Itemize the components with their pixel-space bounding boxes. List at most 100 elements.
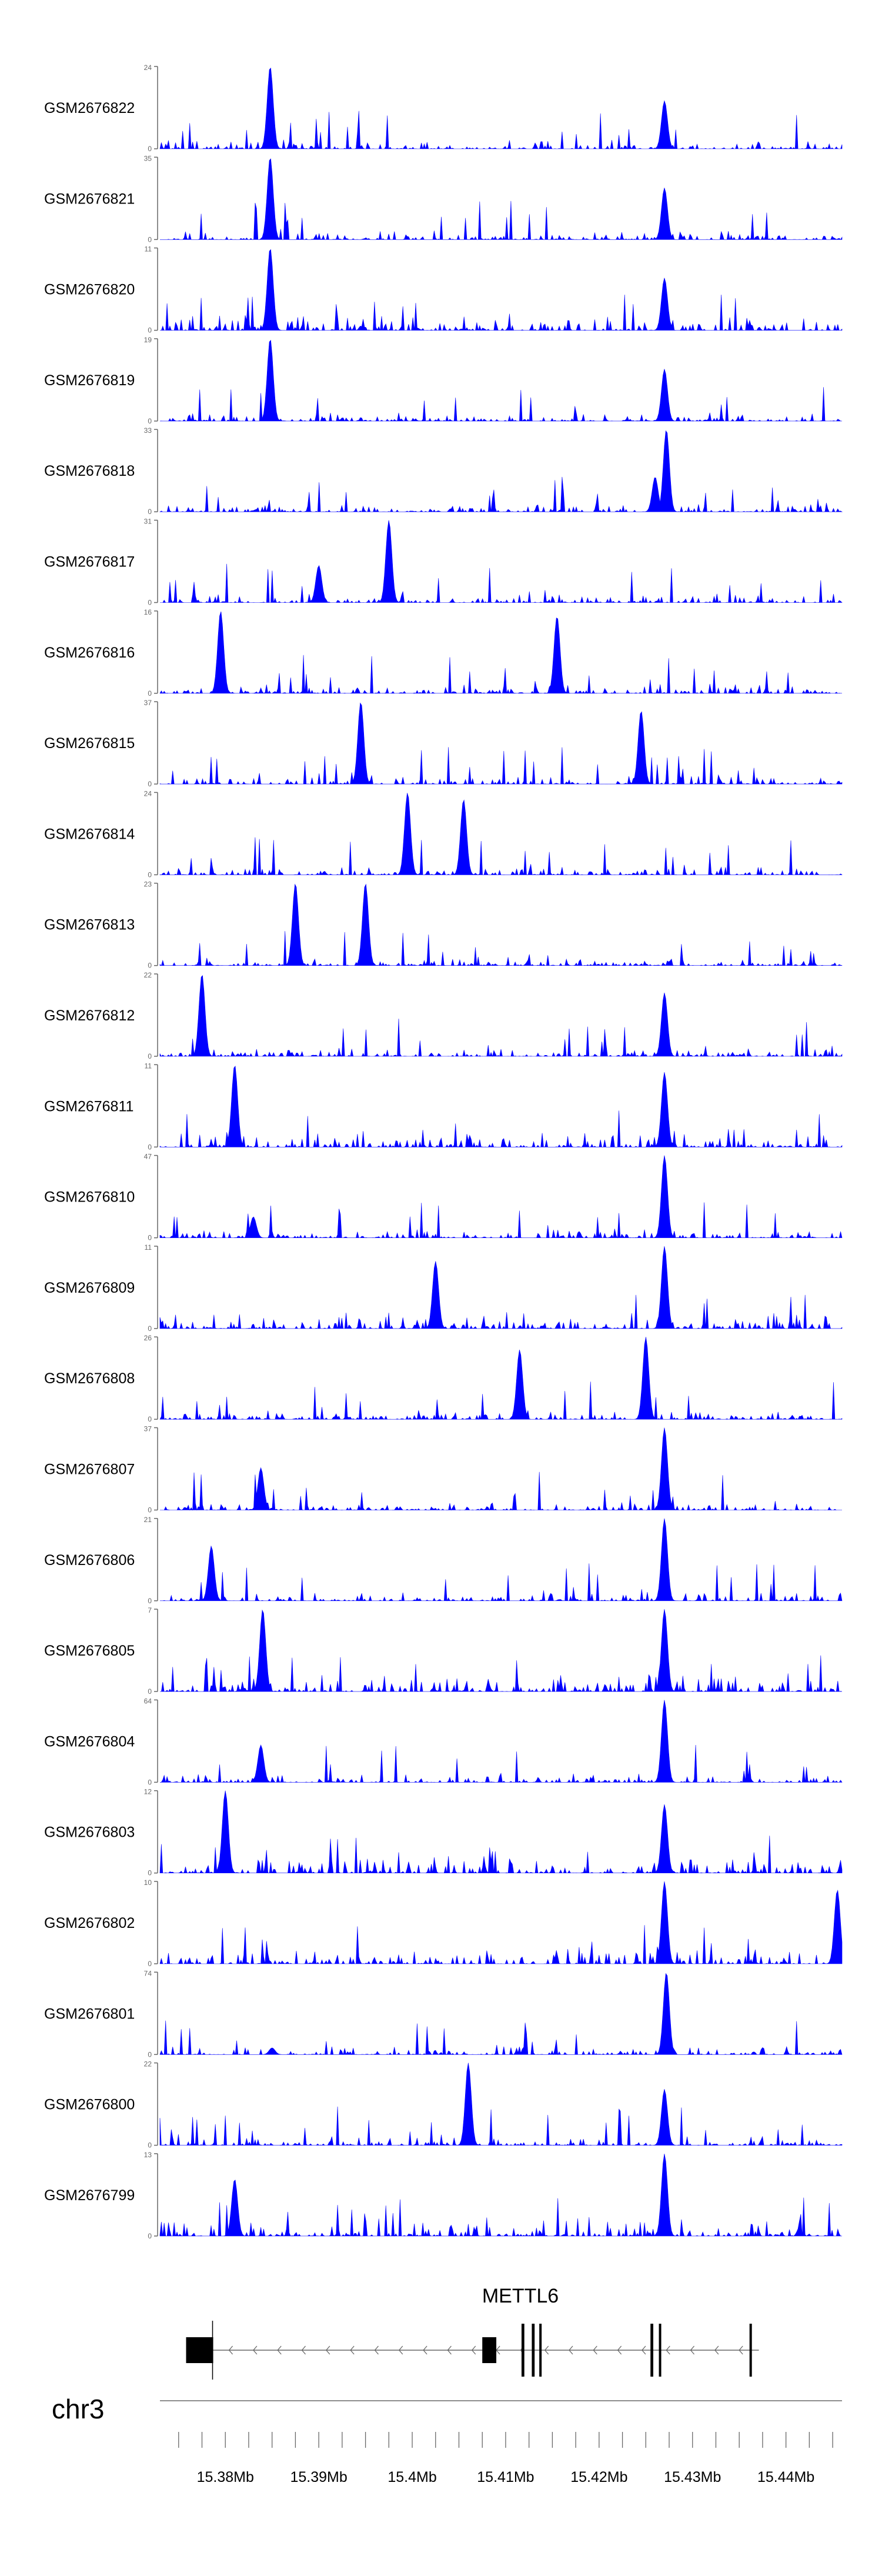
track-GSM2676813: GSM2676813 23 0 (44, 880, 843, 970)
track-label: GSM2676820 (44, 282, 135, 298)
y-min-label: 0 (148, 235, 152, 243)
track-label: GSM2676805 (44, 1643, 135, 1659)
exon (749, 2324, 752, 2377)
signal-area (160, 1609, 843, 1693)
y-min-label: 0 (148, 689, 152, 698)
y-min-label: 0 (148, 1234, 152, 1242)
track-GSM2676806: GSM2676806 21 0 (44, 1516, 843, 1605)
signal-area (159, 793, 843, 876)
y-min-label: 0 (148, 1960, 152, 1968)
signal-area (159, 1881, 843, 1965)
gene-name-label: METTL6 (482, 2285, 559, 2307)
y-min-label: 0 (148, 1869, 152, 1877)
track-GSM2676818: GSM2676818 33 0 (44, 426, 843, 516)
y-max-label: 33 (144, 426, 152, 435)
y-min-label: 0 (148, 2050, 152, 2058)
track-GSM2676812: GSM2676812 22 0 (44, 971, 843, 1060)
track-GSM2676805: GSM2676805 7 0 (44, 1606, 843, 1696)
signal-area (159, 430, 843, 513)
signal-area (159, 67, 843, 150)
signal-area (159, 1700, 843, 1783)
track-label: GSM2676812 (44, 1007, 135, 1024)
track-label: GSM2676822 (44, 100, 135, 116)
gene-track: METTL6 (186, 2285, 759, 2380)
strand-chevron (423, 2345, 427, 2355)
y-min-label: 0 (148, 1052, 152, 1060)
y-min-label: 0 (148, 599, 152, 607)
track-GSM2676809: GSM2676809 11 0 (44, 1243, 843, 1333)
y-max-label: 13 (144, 2151, 152, 2159)
y-min-label: 0 (148, 1778, 152, 1786)
strand-chevron (544, 2345, 549, 2355)
y-max-label: 19 (144, 336, 152, 344)
y-max-label: 74 (144, 1969, 152, 1977)
track-label: GSM2676816 (44, 645, 135, 661)
track-label: GSM2676808 (44, 1370, 135, 1387)
y-min-label: 0 (148, 1597, 152, 1605)
exon (539, 2324, 542, 2377)
y-max-label: 11 (145, 1243, 152, 1252)
signal-area (159, 702, 843, 785)
signal-area (159, 1973, 843, 2056)
axis-tick-label: 15.4Mb (387, 2469, 436, 2485)
exon (482, 2337, 497, 2363)
signal-area (159, 1065, 843, 1148)
strand-chevron (666, 2345, 670, 2355)
signal-area (159, 975, 843, 1057)
track-label: GSM2676809 (44, 1280, 135, 1296)
y-max-label: 23 (144, 880, 152, 889)
axis-tick-label: 15.44Mb (757, 2469, 814, 2485)
strand-chevron (739, 2345, 743, 2355)
y-min-label: 0 (148, 2141, 152, 2150)
y-max-label: 21 (144, 1516, 152, 1524)
track-GSM2676800: GSM2676800 22 0 (44, 2060, 843, 2150)
signal-area (159, 611, 842, 694)
track-GSM2676807: GSM2676807 37 0 (44, 1425, 842, 1514)
track-label: GSM2676803 (44, 1824, 135, 1841)
track-GSM2676816: GSM2676816 16 0 (44, 608, 842, 698)
y-max-label: 24 (144, 64, 152, 72)
y-max-label: 47 (144, 1153, 152, 1161)
signal-area (159, 1246, 843, 1330)
track-GSM2676802: GSM2676802 10 0 (44, 1878, 843, 1968)
signal-area (159, 883, 843, 966)
track-label: GSM2676810 (44, 1189, 135, 1206)
track-label: GSM2676818 (44, 463, 135, 479)
strand-chevron (617, 2345, 622, 2355)
y-max-label: 24 (144, 789, 152, 798)
track-GSM2676799: GSM2676799 13 0 (44, 2151, 842, 2240)
track-GSM2676808: GSM2676808 26 0 (44, 1334, 843, 1423)
y-max-label: 35 (144, 154, 152, 162)
strand-chevron (569, 2345, 573, 2355)
exon (659, 2324, 662, 2377)
strand-chevron (447, 2345, 452, 2355)
strand-chevron (350, 2345, 355, 2355)
y-min-label: 0 (148, 417, 152, 425)
genome-axis: chr3 15.38Mb 15.39Mb 15.4Mb 15.41Mb 15.42Mb 1… (52, 2394, 842, 2485)
y-max-label: 11 (145, 1062, 152, 1070)
y-max-label: 22 (144, 971, 152, 979)
y-max-label: 16 (144, 608, 152, 616)
signal-area (159, 1155, 843, 1239)
strand-chevron (690, 2345, 695, 2355)
track-GSM2676814: GSM2676814 24 0 (44, 789, 843, 879)
track-label: GSM2676802 (44, 1915, 135, 1931)
y-min-label: 0 (148, 962, 152, 970)
track-label: GSM2676807 (44, 1461, 135, 1478)
track-GSM2676822: GSM2676822 24 0 (44, 64, 843, 153)
track-label: GSM2676804 (44, 1733, 135, 1750)
y-max-label: 37 (144, 1425, 152, 1433)
strand-chevron (253, 2345, 258, 2355)
track-GSM2676801: GSM2676801 74 0 (44, 1969, 843, 2058)
y-max-label: 7 (148, 1606, 152, 1614)
y-min-label: 0 (148, 1506, 152, 1514)
y-min-label: 0 (148, 326, 152, 335)
track-GSM2676811: GSM2676811 11 0 (44, 1062, 843, 1151)
strand-chevron (398, 2345, 403, 2355)
axis-tick-label: 15.43Mb (664, 2469, 721, 2485)
track-label: GSM2676814 (44, 826, 135, 842)
axis-tick-label: 15.41Mb (477, 2469, 534, 2485)
signal-area (159, 2153, 842, 2237)
signal-area (160, 1427, 842, 1511)
y-min-label: 0 (148, 1143, 152, 1151)
